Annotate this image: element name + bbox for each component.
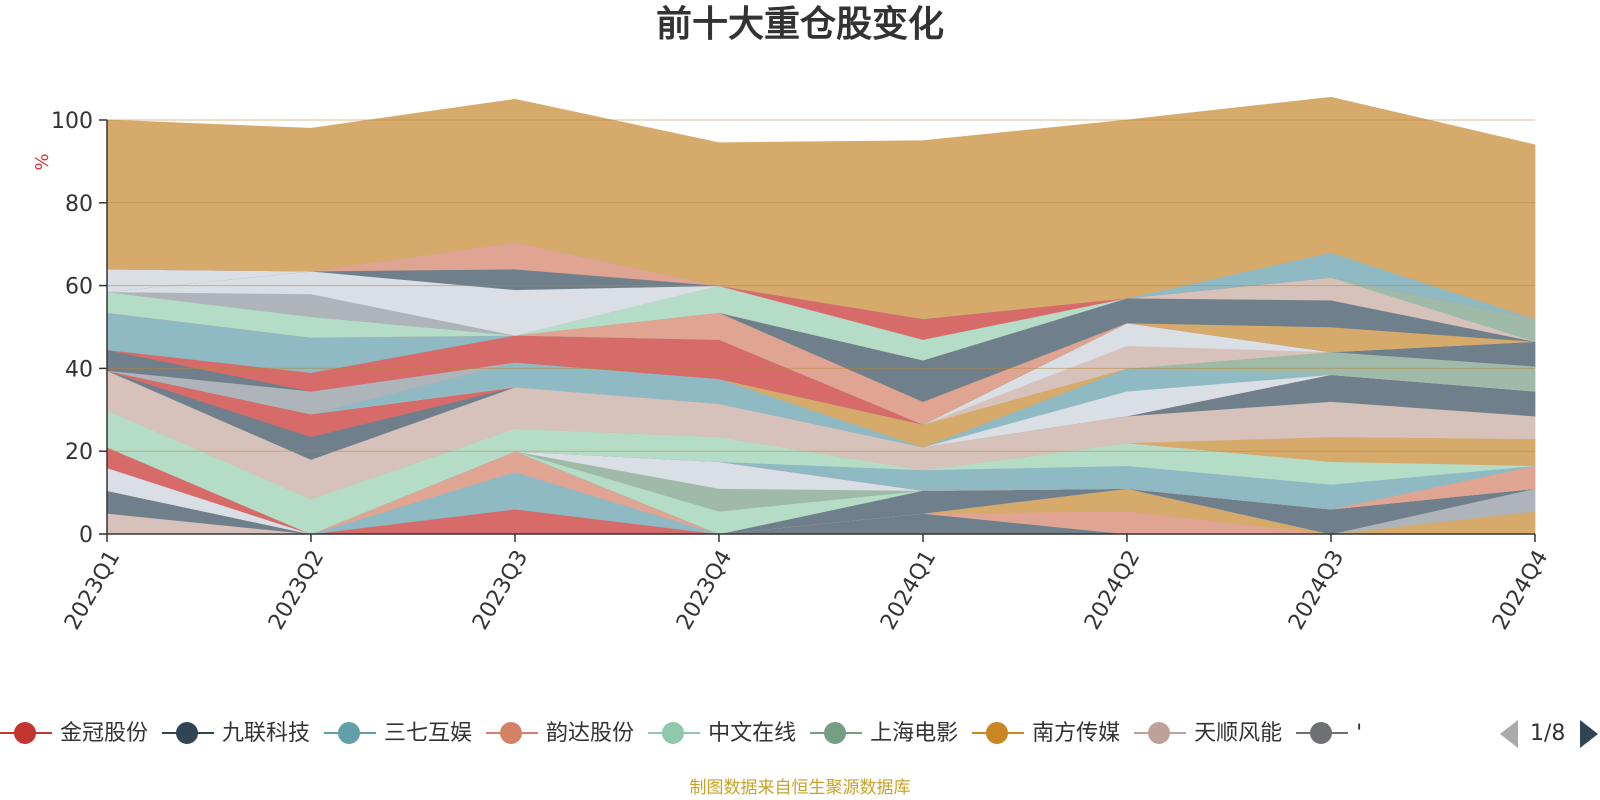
legend-circle-icon	[986, 722, 1009, 744]
legend-label: '	[1356, 721, 1363, 746]
legend-circle-icon	[1310, 722, 1333, 744]
legend-label: 南方传媒	[1032, 721, 1121, 746]
legend-circle-icon	[662, 722, 685, 744]
x-tick-label: 2024Q4	[1488, 546, 1553, 634]
x-tick-label: 2024Q1	[876, 546, 941, 634]
y-axis-label: %	[32, 153, 53, 170]
legend-item[interactable]: 三七互娱	[324, 716, 472, 752]
chart-canvas: 0 20 40 60 80 100 2023Q1 2023Q2 2023Q3 2023Q4 2024…	[32, 96, 1553, 634]
legend: 金冠股份 九联科技 三七互娱 韵达股份 中文在线 上海电影 南方传媒 天顺风能 '	[0, 716, 1490, 752]
stacked-areas	[106, 96, 1536, 535]
x-tick-label: 2024Q2	[1080, 546, 1145, 634]
legend-label: 中文在线	[708, 721, 797, 746]
legend-label: 上海电影	[870, 721, 959, 746]
y-tick-label: 100	[51, 109, 93, 134]
area-series-45	[106, 96, 1536, 320]
legend-item[interactable]: 九联科技	[162, 716, 310, 752]
footnote: 制图数据来自恒生聚源数据库	[689, 778, 911, 798]
legend-pager: 1/8	[1500, 716, 1600, 752]
legend-item[interactable]: '	[1296, 716, 1362, 752]
x-tick-label: 2023Q1	[60, 546, 125, 634]
y-tick-label: 20	[65, 440, 93, 465]
x-tick-label: 2023Q3	[468, 546, 533, 634]
x-tick-label: 2023Q4	[672, 546, 737, 634]
legend-label: 三七互娱	[384, 721, 473, 746]
legend-item[interactable]: 南方传媒	[972, 716, 1120, 752]
legend-circle-icon	[338, 722, 361, 744]
grid-lines	[107, 119, 1535, 452]
y-tick-label: 60	[65, 275, 93, 300]
legend-circle-icon	[14, 722, 36, 744]
legend-circle-icon	[176, 722, 199, 744]
y-tick-label: 40	[65, 357, 93, 382]
pager-prev-arrow-icon[interactable]	[1500, 720, 1518, 748]
legend-item[interactable]: 天顺风能	[1134, 716, 1282, 752]
legend-circle-icon	[1148, 722, 1171, 744]
y-tick-label: 80	[65, 192, 93, 217]
legend-item[interactable]: 金冠股份	[0, 716, 148, 752]
pager-text: 1/8	[1530, 721, 1566, 746]
chart-title: 前十大重仓股变化	[655, 4, 944, 45]
legend-circle-icon	[824, 722, 847, 744]
x-tick-label: 2023Q2	[264, 546, 329, 634]
legend-label: 天顺风能	[1194, 721, 1283, 746]
pager-next-arrow-icon[interactable]	[1580, 720, 1598, 748]
legend-label: 金冠股份	[60, 721, 149, 746]
legend-circle-icon	[500, 722, 523, 744]
legend-item[interactable]: 中文在线	[648, 716, 796, 752]
legend-item[interactable]: 韵达股份	[486, 716, 634, 752]
legend-label: 九联科技	[222, 721, 311, 746]
y-tick-label: 0	[79, 523, 93, 548]
x-tick-label: 2024Q3	[1284, 546, 1349, 634]
legend-label: 韵达股份	[546, 721, 635, 746]
legend-item[interactable]: 上海电影	[810, 716, 958, 752]
